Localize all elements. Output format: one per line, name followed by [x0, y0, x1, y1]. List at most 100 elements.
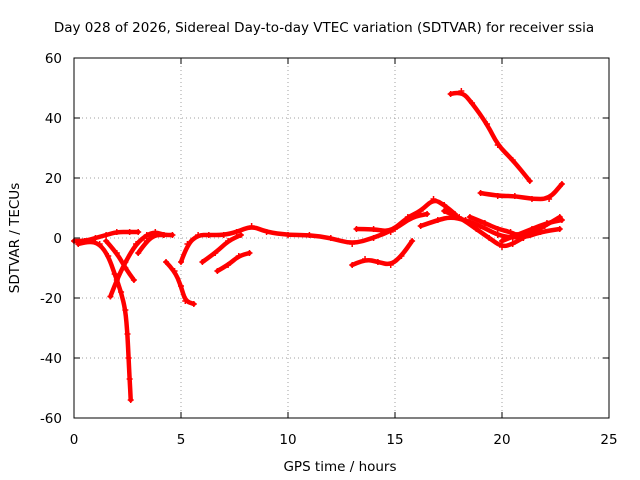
- data-point: [135, 229, 142, 235]
- data-point: [558, 181, 565, 187]
- data-point: [118, 289, 125, 295]
- y-axis-label: SDTVAR / TECUs: [7, 183, 23, 293]
- data-point: [447, 91, 454, 97]
- data-point: [456, 214, 463, 220]
- data-point: [152, 232, 159, 238]
- data-point: [509, 157, 516, 163]
- data-series: [71, 88, 565, 403]
- data-point: [263, 229, 270, 235]
- data-point: [169, 232, 176, 238]
- x-tick-label: 10: [279, 432, 296, 448]
- data-point: [233, 229, 240, 235]
- data-point: [225, 238, 232, 244]
- data-point: [225, 262, 232, 268]
- data-point: [528, 196, 535, 202]
- data-point: [92, 235, 99, 241]
- data-point: [178, 283, 184, 289]
- data-point: [434, 217, 441, 223]
- data-point: [220, 232, 227, 238]
- data-point: [113, 229, 120, 235]
- data-point: [182, 298, 189, 304]
- data-point: [494, 193, 501, 199]
- data-point: [349, 241, 356, 247]
- data-point: [107, 293, 114, 300]
- data-point: [441, 202, 448, 208]
- data-point: [558, 217, 565, 223]
- data-point: [509, 241, 516, 247]
- data-point: [96, 241, 103, 247]
- data-point: [143, 232, 150, 238]
- data-point: [195, 232, 202, 238]
- data-point: [113, 277, 120, 283]
- data-point: [387, 262, 394, 268]
- x-tick-label: 0: [70, 432, 79, 448]
- data-point: [285, 232, 291, 238]
- data-point: [163, 259, 170, 265]
- data-point: [126, 229, 133, 235]
- x-tick-label: 25: [600, 432, 617, 448]
- data-point: [387, 229, 394, 235]
- series-arc-9: [215, 250, 252, 274]
- data-point: [248, 223, 255, 229]
- data-point: [528, 226, 535, 232]
- data-point: [199, 259, 206, 265]
- data-point: [466, 214, 473, 220]
- data-point: [520, 235, 527, 241]
- data-point: [214, 268, 221, 274]
- series-arc-8: [200, 232, 244, 265]
- data-point: [306, 232, 313, 238]
- data-point: [417, 208, 424, 214]
- x-tick-label: 15: [386, 432, 403, 448]
- data-point: [113, 250, 120, 256]
- series-arc-10: [349, 238, 415, 268]
- data-point: [353, 226, 360, 232]
- data-point: [494, 232, 501, 238]
- data-point: [477, 223, 484, 229]
- data-point: [477, 190, 484, 196]
- y-tick-label: -20: [40, 291, 62, 307]
- data-point: [556, 226, 563, 232]
- x-axis-label: GPS time / hours: [283, 459, 396, 475]
- data-point: [370, 235, 377, 241]
- data-point: [409, 238, 416, 244]
- data-point: [362, 256, 369, 262]
- data-point: [75, 241, 82, 247]
- data-point: [130, 277, 137, 283]
- data-point: [178, 259, 184, 265]
- series-arc-11: [354, 198, 458, 233]
- plot-frame: [73, 57, 610, 419]
- data-point: [499, 238, 505, 244]
- data-point: [205, 232, 212, 238]
- data-point: [507, 229, 514, 235]
- data-point: [546, 196, 553, 202]
- data-point: [511, 193, 518, 199]
- y-tick-label: 20: [45, 171, 62, 187]
- data-point: [499, 244, 505, 250]
- data-point: [374, 259, 381, 265]
- data-point: [458, 88, 465, 94]
- data-point: [484, 121, 491, 127]
- data-point: [85, 238, 92, 244]
- y-tick-label: 60: [45, 51, 62, 67]
- data-point: [105, 253, 112, 259]
- series-arc-16: [448, 90, 533, 184]
- y-tick-label: -40: [40, 351, 62, 367]
- series-arc-12: [418, 215, 533, 240]
- series-arc-4: [103, 238, 137, 283]
- data-point: [494, 142, 501, 148]
- data-point: [537, 229, 544, 235]
- data-point: [235, 253, 242, 259]
- data-point: [404, 214, 411, 220]
- series-arc-17: [478, 181, 565, 202]
- data-point: [513, 232, 520, 238]
- x-tick-label: 5: [177, 432, 186, 448]
- data-point: [124, 331, 131, 337]
- data-point: [160, 232, 167, 238]
- data-point: [125, 355, 132, 361]
- data-point: [143, 238, 150, 244]
- data-point: [246, 250, 253, 256]
- data-point: [486, 235, 493, 241]
- data-point: [133, 241, 140, 247]
- data-point: [127, 397, 134, 403]
